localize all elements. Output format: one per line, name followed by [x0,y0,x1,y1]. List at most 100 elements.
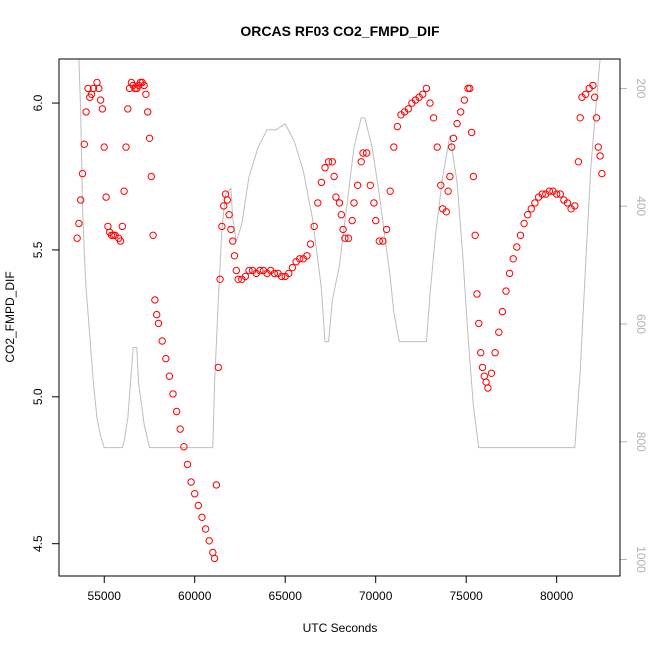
data-point [448,143,456,151]
data-point [513,243,521,251]
data-point [453,119,461,128]
data-point [467,128,476,137]
data-point [154,319,163,328]
data-point [477,349,485,357]
y-tick-label: 5.5 [31,241,45,258]
data-point [100,143,108,151]
data-point [162,354,170,363]
data-point [446,172,454,181]
data-point [245,266,253,275]
data-point [527,205,535,213]
chart-title-group: ORCAS RF03 CO2_FMPD_DIF [240,23,440,39]
y2-tick-label: 1000 [634,546,648,573]
data-point [556,190,564,198]
data-point [341,234,349,242]
data-point [151,296,159,304]
data-point [296,255,304,263]
data-point [444,187,452,195]
data-point [591,93,599,101]
data-points-layer [73,78,606,563]
pressure-line-layer [78,58,601,449]
data-point [149,231,157,240]
data-point [328,158,336,166]
data-point [545,187,554,195]
data-point [437,181,445,190]
y-tick-label: 4.5 [31,535,45,552]
data-point [498,307,507,316]
x-tick-label: 65000 [269,589,303,603]
data-point [422,84,431,93]
data-point [77,196,85,204]
data-point [153,310,161,319]
data-point [372,216,380,225]
data-point [78,169,87,178]
data-point [509,255,517,263]
data-point [359,149,367,157]
data-point [390,143,398,151]
data-point [144,108,152,116]
y-tick-label: 6.0 [31,94,45,111]
data-point [124,105,132,113]
data-point [169,390,177,398]
data-point [531,199,539,207]
data-point [277,272,286,281]
data-point [324,158,333,166]
data-point [194,501,203,510]
data-point [524,211,532,219]
data-point [270,269,279,278]
data-point [344,234,353,242]
data-point [256,266,264,275]
data-point [370,199,378,207]
data-point [475,319,483,328]
x-tick-label: 80000 [540,589,574,603]
data-point [118,222,127,231]
data-point [187,478,195,486]
data-point [73,234,81,242]
data-point [198,513,206,521]
data-point [460,96,469,104]
data-point [335,199,344,207]
data-point [223,196,232,204]
data-point [120,187,128,195]
pressure-line [78,58,601,449]
data-point [75,219,83,228]
data-point [581,90,590,99]
x-tick-label: 70000 [359,589,393,603]
data-point [596,152,604,160]
data-point [426,99,434,107]
data-point [116,237,125,245]
data-point [234,275,242,283]
data-point [350,199,358,207]
data-point [362,149,371,157]
data-point [516,231,525,240]
data-point [574,158,583,166]
data-point [303,252,311,260]
data-point [306,240,315,248]
data-point [321,164,329,172]
data-point [353,181,362,190]
data-point [487,369,496,377]
data-point [571,202,579,210]
data-point [212,481,221,489]
data-point [183,460,192,469]
data-point [505,269,514,278]
axes-layer: 55000 60000 65000 70000 75000 80000 4.5 5.0 5.5 6… [31,78,648,603]
data-point [449,134,458,143]
data-point [89,84,98,93]
x-axis-label: UTC Seconds [303,621,378,635]
data-point [165,372,174,380]
data-point [393,122,402,131]
chart-title: ORCAS RF03 CO2_FMPD_DIF [240,23,440,39]
data-point [140,81,148,90]
data-point [469,172,478,181]
data-point [142,90,150,99]
y-tick-label: 5.0 [31,388,45,405]
data-point [386,187,394,195]
data-point [404,105,412,113]
y-axis-label: CO2_FMPD_DIF [3,271,17,362]
data-point [348,216,356,225]
data-point [357,158,365,166]
data-point [232,266,241,275]
data-point [84,84,92,93]
